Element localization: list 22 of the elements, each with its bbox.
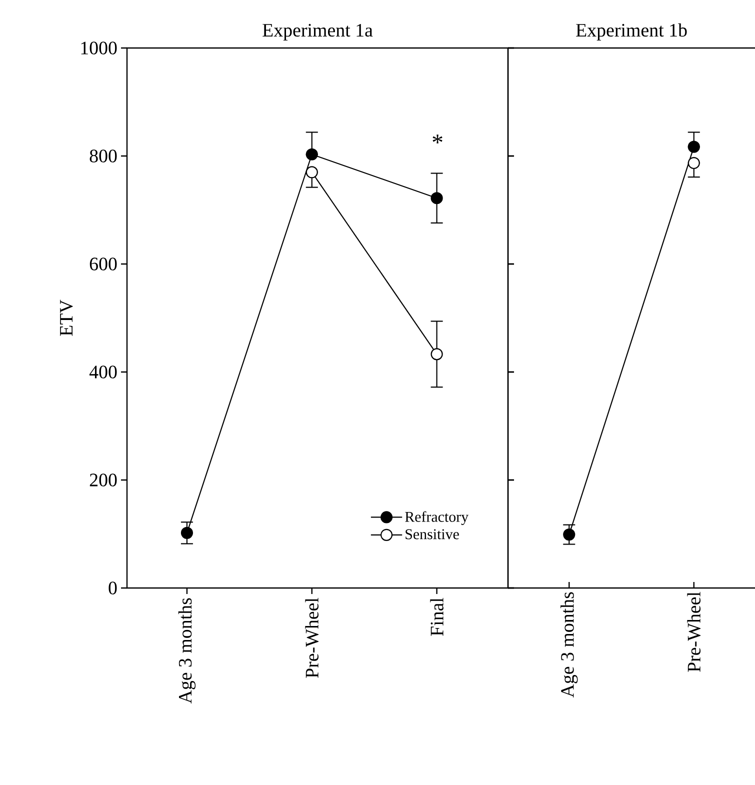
x-tick-label: Pre-Wheel [687, 592, 701, 672]
point [180, 526, 194, 539]
point [430, 348, 443, 360]
x-tick-label: Age 3 months [178, 598, 196, 704]
point [430, 192, 443, 204]
y-tick-label: 400 [89, 366, 117, 378]
chart-title: Experiment 1b [576, 23, 687, 40]
y-axis-title: ETV [60, 300, 73, 336]
x-tick-label: Final [430, 598, 444, 636]
y-tick-label: 600 [90, 258, 117, 270]
x-tick-label: Age 3 months [560, 592, 578, 698]
chart-title: Experiment 1a [262, 24, 373, 40]
legend-label: Sensitive [406, 529, 459, 540]
x-tick-label: Pre-Wheel [305, 598, 319, 678]
legend-label: Refractory [405, 511, 468, 525]
point [306, 148, 318, 160]
y-tick-label: 200 [90, 474, 117, 486]
point [306, 166, 318, 178]
annotation: * [432, 134, 442, 144]
y-tick-label: 0 [108, 582, 117, 594]
y-tick-label: 1000 [81, 42, 117, 54]
y-tick-label: 800 [90, 150, 117, 162]
